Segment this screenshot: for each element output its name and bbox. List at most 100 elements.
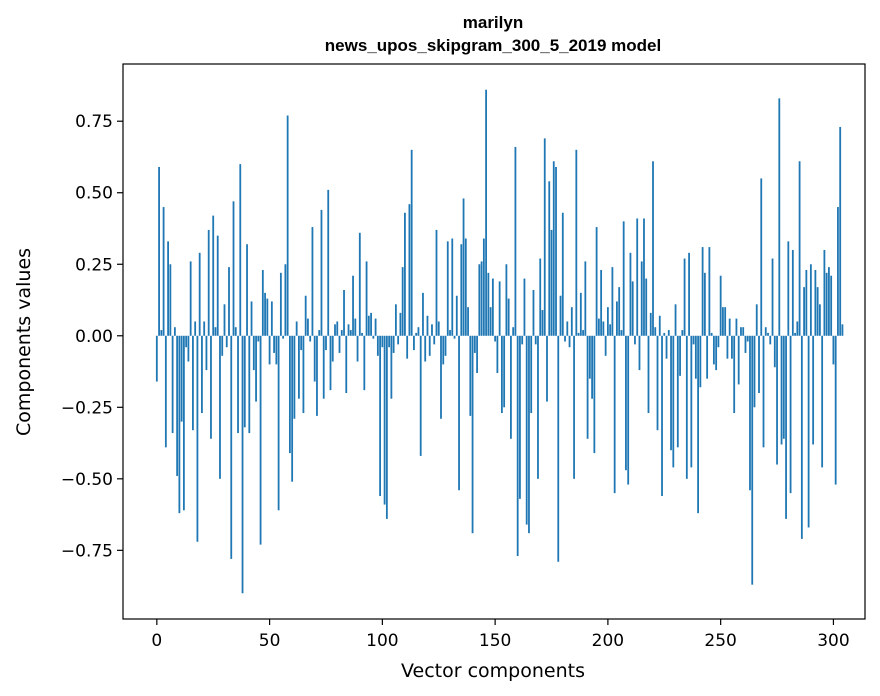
bar [268, 335, 271, 365]
bar [205, 335, 208, 371]
bar [178, 335, 181, 514]
bar [401, 267, 404, 336]
bar [230, 335, 233, 559]
bar [279, 272, 282, 336]
bar [241, 335, 244, 594]
bar [837, 207, 839, 336]
bar [261, 269, 264, 336]
bar [552, 161, 555, 336]
bar [688, 252, 690, 336]
bar [500, 335, 503, 414]
bar [769, 335, 772, 345]
y-tick-label: −0.50 [61, 470, 113, 490]
bar [593, 335, 596, 454]
bar [397, 335, 400, 345]
bar [318, 330, 321, 336]
bar [424, 335, 427, 362]
bar [476, 335, 478, 373]
bar [363, 335, 366, 391]
bar [570, 307, 573, 336]
axes-frame [122, 63, 866, 620]
bar [512, 327, 515, 336]
bar [841, 324, 844, 336]
bar [771, 258, 774, 336]
bar [338, 335, 341, 353]
bar [658, 315, 661, 336]
y-tick-label: 0.75 [75, 112, 113, 132]
bar [345, 335, 348, 393]
bar [816, 287, 819, 336]
bar [503, 335, 506, 408]
bar [794, 332, 796, 336]
bar [192, 335, 194, 431]
bar [681, 330, 684, 336]
bar [417, 327, 420, 336]
bar [780, 335, 783, 445]
bar [435, 229, 438, 336]
bar [340, 330, 343, 336]
bar [399, 312, 402, 336]
bar [381, 335, 384, 348]
bar [749, 335, 751, 491]
bar [185, 335, 188, 348]
bar [516, 335, 519, 557]
bar [825, 272, 828, 336]
bar [370, 312, 372, 336]
bar [379, 335, 381, 496]
bar [611, 267, 614, 336]
bar [640, 261, 643, 336]
bar [455, 295, 458, 336]
bar [329, 335, 332, 391]
bar [622, 221, 625, 336]
bar [223, 304, 226, 336]
bar [561, 212, 564, 336]
bar [557, 335, 560, 562]
bar [575, 149, 578, 336]
bar [473, 335, 476, 353]
bar [295, 321, 298, 336]
bar [579, 292, 582, 336]
bar [753, 335, 756, 408]
bar [406, 335, 409, 359]
bar [361, 332, 363, 336]
bar [446, 241, 449, 336]
bar [667, 330, 670, 336]
bar [336, 321, 339, 336]
bar [167, 241, 169, 336]
bar [496, 335, 499, 373]
y-axis: −0.75 −0.50 −0.25 0.00 0.25 0.50 0.75 [61, 112, 123, 561]
bar [284, 264, 287, 336]
bar [588, 335, 591, 379]
y-tick-label: 0.00 [75, 327, 113, 347]
bar [740, 327, 742, 336]
bar [767, 332, 769, 336]
x-tick-label: 150 [479, 631, 511, 651]
bar [710, 332, 713, 336]
bar [458, 335, 460, 491]
x-tick-label: 200 [592, 631, 624, 651]
bar [433, 335, 436, 345]
bar [358, 232, 361, 336]
bar [559, 295, 562, 336]
bar [383, 335, 386, 505]
bar [746, 335, 749, 342]
bar [670, 335, 672, 451]
bar [322, 335, 325, 399]
bar [591, 335, 593, 399]
bar [196, 335, 199, 542]
bar [764, 327, 767, 336]
bar [706, 335, 709, 379]
bar [286, 115, 289, 336]
bar [582, 330, 584, 336]
bar [762, 335, 765, 448]
bar [602, 321, 605, 336]
bar [796, 321, 799, 336]
bar [789, 335, 792, 494]
bar [532, 290, 535, 336]
bar [643, 218, 645, 336]
bar [327, 189, 330, 336]
bar [505, 264, 508, 336]
bar [408, 204, 411, 336]
bar [259, 335, 262, 545]
bar [234, 327, 237, 336]
